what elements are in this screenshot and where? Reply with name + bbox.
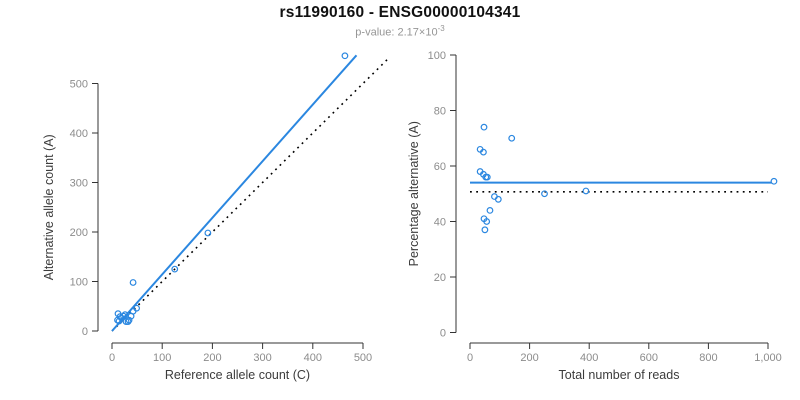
y-tick-label: 0: [82, 326, 88, 338]
x-tick-label: 0: [467, 352, 473, 364]
data-point: [341, 52, 349, 60]
data-point: [133, 304, 140, 312]
x-tick-label: 300: [253, 352, 271, 364]
x-tick-label: 100: [153, 352, 171, 364]
data-point: [481, 226, 489, 234]
data-point: [486, 206, 494, 214]
y-tick-label: 300: [70, 178, 88, 190]
x-tick-label: 800: [699, 352, 717, 364]
x-tick-label: 500: [354, 352, 372, 364]
data-point: [204, 229, 212, 237]
x-tick-label: 0: [109, 352, 115, 364]
data-point: [582, 187, 590, 195]
identity-line: [111, 56, 391, 332]
y-tick-label: 100: [70, 277, 88, 289]
data-point: [483, 218, 491, 225]
regression-line: [111, 54, 358, 332]
figure-header: rs11990160 - ENSG00000104341 p-value: 2.…: [0, 4, 800, 39]
percentage-vs-reads-xlabel: Total number of reads: [559, 368, 680, 382]
y-tick-label: 200: [70, 227, 88, 239]
data-point: [480, 148, 487, 156]
data-point: [120, 312, 127, 320]
x-tick-label: 1,000: [754, 352, 782, 364]
data-point: [129, 279, 137, 286]
allele-counts-xlabel: Reference allele count (C): [165, 368, 310, 382]
percentage-vs-reads-ylabel: Percentage alternative (A): [407, 121, 421, 266]
x-tick-label: 600: [640, 352, 658, 364]
y-tick-label: 60: [434, 161, 446, 173]
y-tick-label: 400: [70, 128, 88, 140]
data-point: [480, 123, 488, 131]
data-point: [770, 177, 778, 185]
y-tick-label: 20: [434, 272, 446, 284]
data-point: [124, 318, 132, 325]
x-tick-label: 400: [304, 352, 322, 364]
y-tick-label: 100: [428, 50, 446, 62]
data-point: [494, 195, 502, 203]
figure-title: rs11990160 - ENSG00000104341: [279, 4, 521, 21]
data-point: [171, 265, 179, 273]
pvalue-text: p-value: 2.17×10: [355, 26, 438, 39]
y-tick-label: 500: [70, 79, 88, 91]
x-tick-label: 400: [580, 352, 598, 364]
y-tick-label: 80: [434, 106, 446, 118]
y-tick-label: 0: [440, 328, 446, 340]
figure-subtitle: p-value: 2.17×10-3: [0, 24, 800, 39]
allele-counts-ylabel: Alternative allele count (A): [42, 134, 56, 280]
y-tick-label: 40: [434, 217, 446, 229]
data-point: [508, 134, 516, 142]
x-tick-label: 200: [520, 352, 538, 364]
data-point: [483, 173, 491, 181]
data-point: [541, 190, 548, 198]
x-tick-label: 200: [203, 352, 221, 364]
data-point: [121, 311, 129, 319]
data-point: [118, 314, 125, 322]
pvalue-exponent: -3: [437, 24, 445, 33]
